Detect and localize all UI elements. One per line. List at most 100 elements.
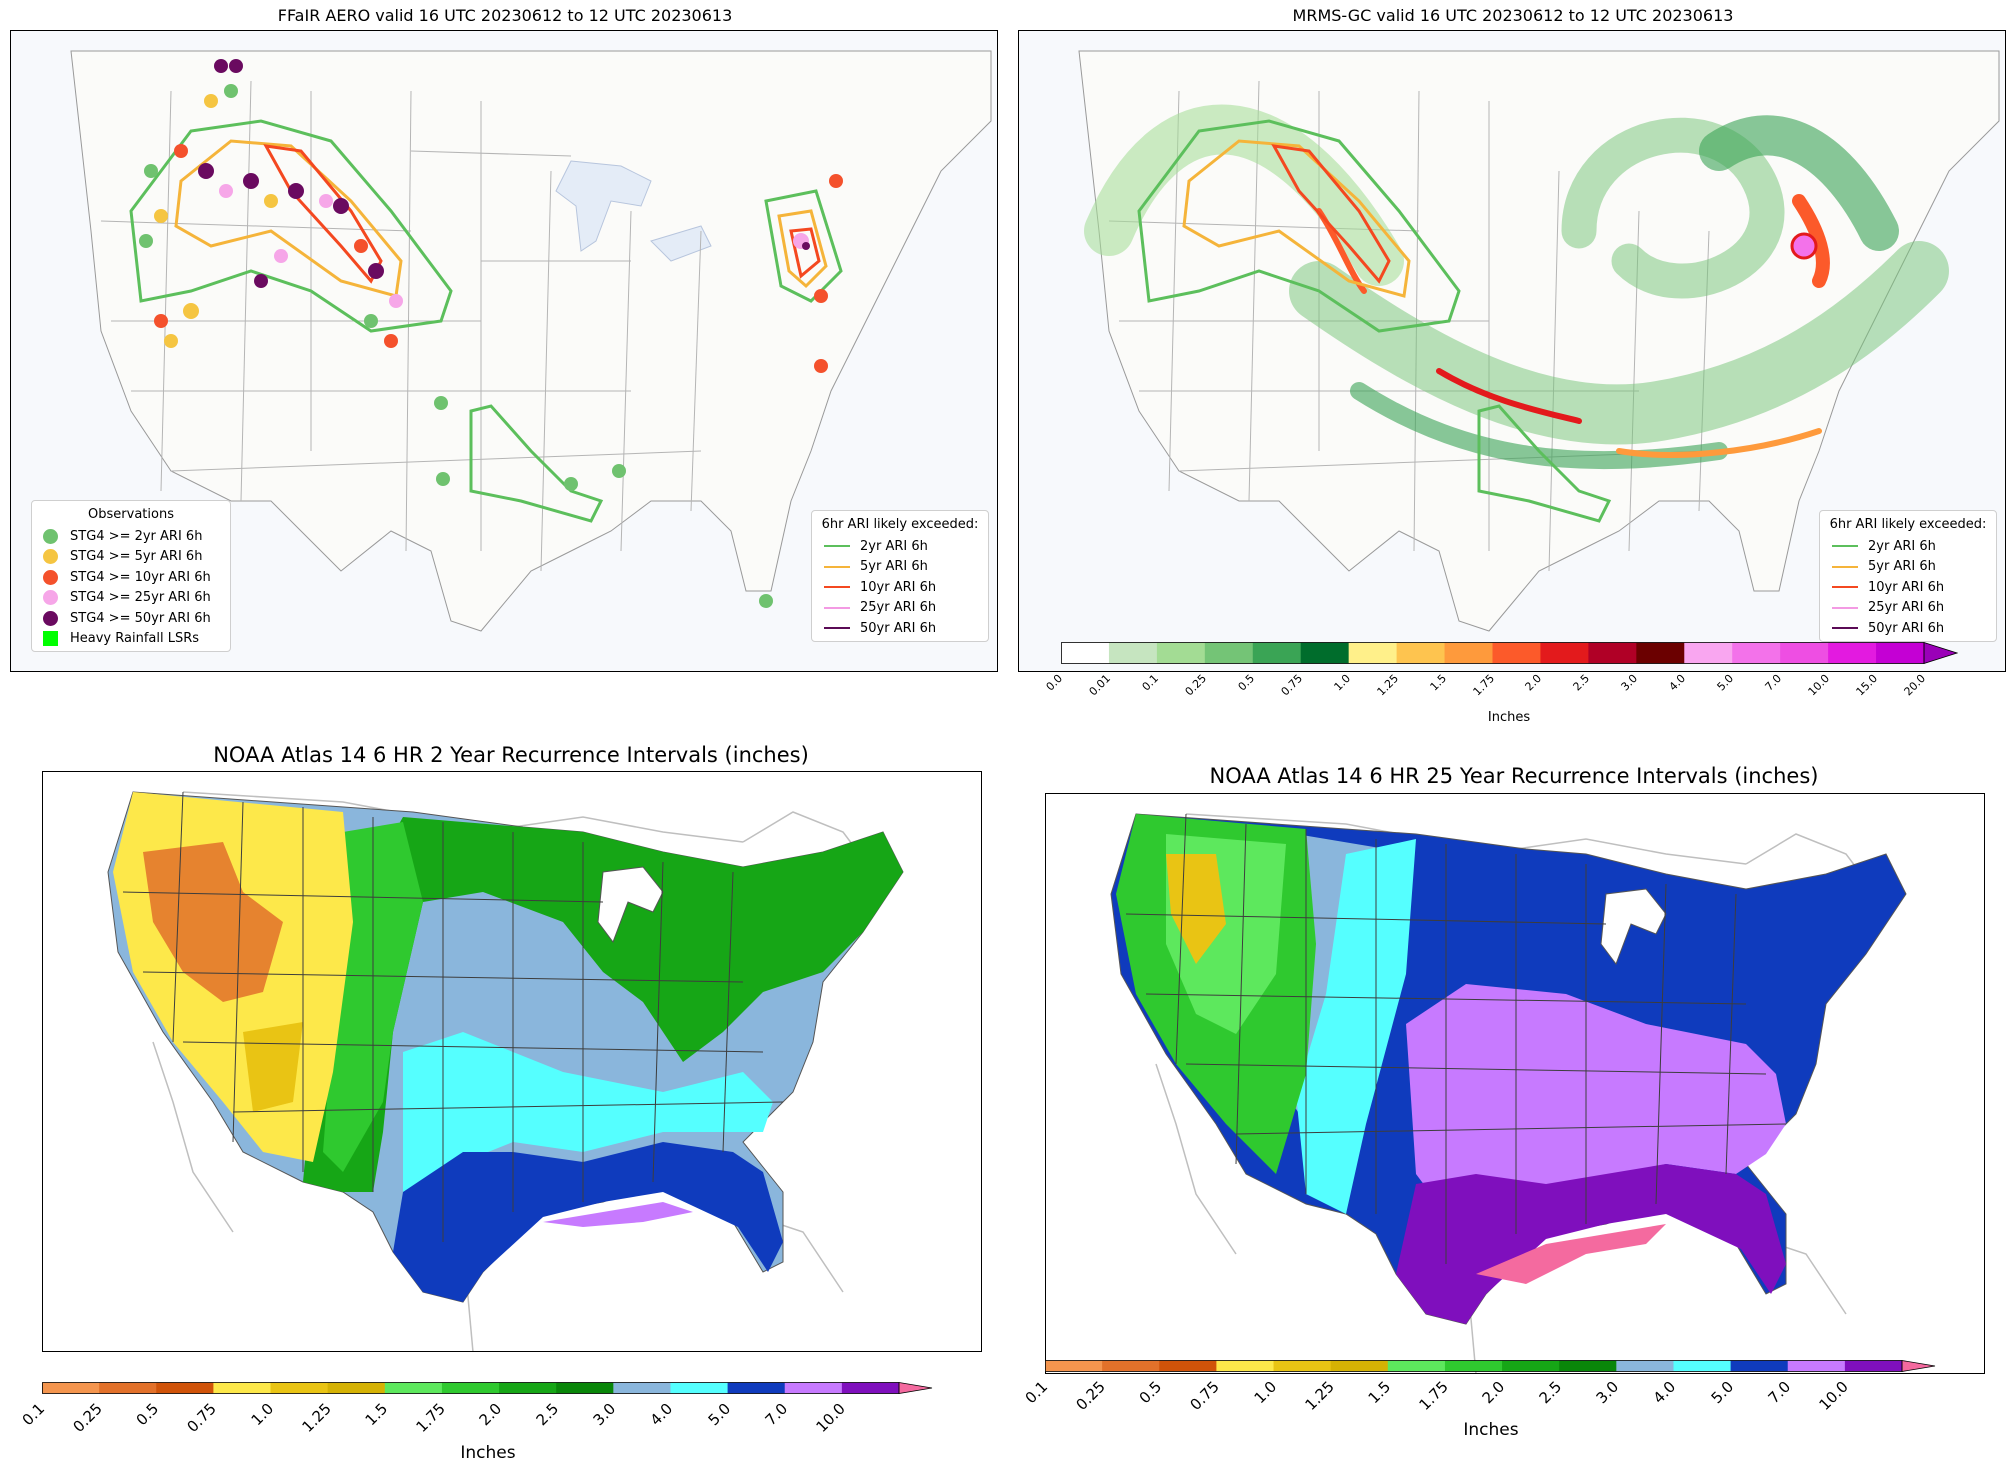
colorbar-tick-label: 2.5 [1570, 671, 1593, 694]
colorbar-swatch [1108, 642, 1158, 664]
colorbar-swatch [1387, 1360, 1446, 1372]
state-borders [1125, 813, 1787, 1264]
colorbar-tick-label: 15.0 [1853, 671, 1881, 699]
colorbar-swatch [1216, 1360, 1275, 1372]
colorbar-swatch [1876, 642, 1925, 664]
colorbar-swatch [1616, 1360, 1674, 1372]
colorbar-swatch [556, 1382, 614, 1394]
legend-label: 2yr ARI 6h [1868, 538, 1936, 554]
ari-legend-title: 6hr ARI likely exceeded: [1829, 517, 1987, 532]
colorbar-tick-label: 0.75 [1278, 671, 1305, 699]
ari2-contour-west [129, 119, 453, 333]
legend-label: 50yr ARI 6h [860, 620, 937, 636]
colorbar-swatch [1732, 642, 1781, 664]
colorbar-tick-label: 20.0 [1901, 671, 1929, 699]
colorbar-swatch [499, 1382, 557, 1394]
colorbar-extend-arrow [1901, 1360, 1936, 1372]
colorbar-swatch [1636, 642, 1685, 664]
legend-line [824, 565, 850, 568]
ari5-contour-ne [777, 209, 828, 289]
colorbar-swatch [1444, 642, 1493, 664]
colorbar-tick-label: 1.75 [1470, 671, 1497, 699]
colorbar-tick-label: 1.25 [298, 1399, 335, 1436]
legend-line [1832, 606, 1858, 609]
colorbar-tick-label: 7.0 [761, 1399, 791, 1430]
legend-line [1832, 627, 1858, 630]
ari-legend-ffair: 6hr ARI likely exceeded: 2yr ARI 6h 5yr … [811, 510, 989, 642]
colorbar-swatch [1684, 642, 1733, 664]
legend-label: STG4 >= 2yr ARI 6h [70, 528, 203, 544]
zone-green [303, 817, 903, 1192]
ffair-title: FFaIR AERO valid 16 UTC 20230612 to 12 U… [277, 6, 733, 25]
zone-gold [1166, 854, 1226, 964]
colorbar-tick-label: 10.0 [1805, 671, 1833, 699]
atlas25-title: NOAA Atlas 14 6 HR 25 Year Recurrence In… [1209, 764, 1819, 788]
colorbar-tick-label: 0.1 [1139, 671, 1161, 694]
zone-pink [1476, 1224, 1666, 1284]
colorbar-swatch [1502, 1360, 1560, 1372]
colorbar-extend-arrow [1923, 641, 1959, 665]
colorbar-swatch [270, 1382, 329, 1394]
legend-line [824, 586, 850, 589]
ari2-contour-west [1137, 119, 1461, 333]
colorbar-swatch [441, 1382, 500, 1394]
ari10-contour-west [1271, 144, 1391, 284]
colorbar-tick-label: 0.01 [1086, 671, 1114, 699]
great-lakes [597, 866, 664, 944]
mrms-title: MRMS-GC valid 16 UTC 20230612 to 12 UTC … [1292, 6, 1734, 25]
colorbar-swatch [1492, 642, 1541, 664]
colorbar-tick-label: 0.75 [183, 1399, 221, 1436]
colorbar-swatch [1330, 1360, 1389, 1372]
ari-legend-item: 25yr ARI 6h [820, 598, 980, 619]
legend-label: 10yr ARI 6h [1868, 579, 1945, 595]
obs-legend-item: STG4 >= 25yr ARI 6h [40, 588, 222, 609]
obs-legend-item: STG4 >= 2yr ARI 6h [40, 526, 222, 547]
colorbar-swatch [1045, 1360, 1103, 1372]
colorbar-swatch [156, 1382, 214, 1394]
atlas25-map [1045, 793, 1985, 1374]
colorbar-swatch [1844, 1360, 1903, 1372]
colorbar-swatch [1252, 642, 1302, 664]
observations-legend-title: Observations [88, 507, 174, 522]
obs-legend-item: Heavy Rainfall LSRs [40, 629, 222, 650]
legend-label: 2yr ARI 6h [860, 538, 928, 554]
state-borders [122, 791, 784, 1242]
colorbar-tick-label: 1.5 [1364, 1377, 1395, 1408]
ari-legend-item: 50yr ARI 6h [820, 618, 980, 639]
ari-legend-title: 6hr ARI likely exceeded: [821, 517, 979, 532]
colorbar-swatch [99, 1382, 157, 1394]
ari-legend-item: 5yr ARI 6h [1828, 557, 1988, 578]
atlas2-map-canvas [107, 791, 904, 1351]
colorbar-tick-label: 0.0 [1043, 671, 1066, 694]
colorbar-tick-label: 1.0 [1331, 671, 1353, 694]
colorbar-swatch [1540, 642, 1589, 664]
atlas2-title: NOAA Atlas 14 6 HR 2 Year Recurrence Int… [213, 743, 809, 767]
colorbar-graphic [1061, 641, 1959, 665]
legend-label: 5yr ARI 6h [860, 559, 928, 575]
colorbar-swatch [1102, 1360, 1160, 1372]
zone-orange [143, 842, 283, 1002]
colorbar-swatch [1159, 1360, 1217, 1372]
atlas25-colorbar [1045, 1357, 1936, 1372]
legend-swatch [43, 631, 58, 647]
ari2-contour-south [469, 404, 604, 523]
colorbar-outline [42, 1382, 900, 1394]
colorbar-graphic [1045, 1360, 1936, 1372]
zone-gold [243, 1022, 303, 1112]
legend-line [824, 606, 850, 609]
colorbar-tick-label: 1.5 [1427, 671, 1449, 694]
colorbar-swatch [670, 1382, 729, 1394]
colorbar-swatch [1787, 1360, 1846, 1372]
legend-line [1832, 586, 1858, 589]
colorbar-swatch [1204, 642, 1254, 664]
ari5-contour-west [1182, 139, 1411, 298]
legend-label: STG4 >= 10yr ARI 6h [70, 569, 211, 585]
legend-label: 25yr ARI 6h [860, 600, 937, 616]
observation-dots [139, 59, 843, 608]
ari-legend-item: 50yr ARI 6h [1828, 618, 1988, 639]
colorbar-tick-label: 1.0 [1250, 1377, 1280, 1408]
colorbar-swatch [1061, 642, 1110, 664]
ari-legend-item: 25yr ARI 6h [1828, 598, 1988, 619]
colorbar-tick-label: 3.0 [589, 1399, 620, 1430]
atlas2-colorbar-label: Inches [460, 1443, 516, 1463]
